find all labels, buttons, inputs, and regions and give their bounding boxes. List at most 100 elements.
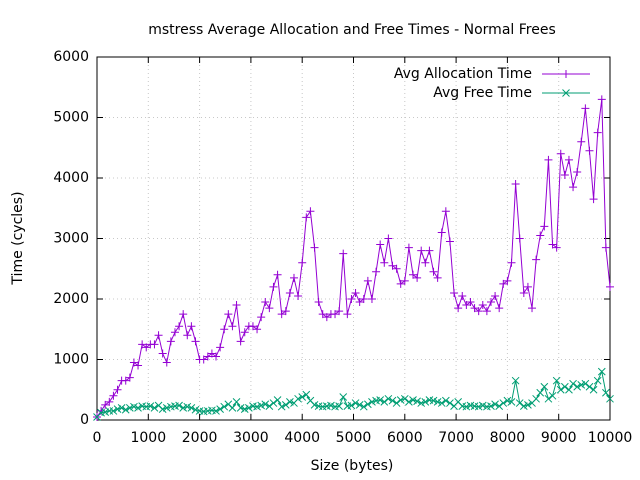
data-point — [138, 340, 147, 349]
data-point — [117, 404, 126, 412]
data-point — [335, 307, 344, 316]
data-point — [556, 385, 565, 394]
data-point — [183, 331, 192, 340]
data-point — [597, 95, 606, 104]
data-point — [158, 349, 167, 358]
data-point — [544, 394, 553, 403]
data-point — [425, 246, 434, 255]
data-point — [134, 361, 143, 370]
data-point — [519, 288, 528, 297]
data-point — [503, 276, 512, 285]
data-point — [544, 155, 553, 164]
data-point — [388, 396, 397, 405]
data-point — [248, 322, 257, 331]
data-point — [380, 258, 389, 267]
data-point — [359, 402, 368, 411]
data-point — [322, 313, 331, 322]
data-point — [113, 385, 122, 394]
data-point — [491, 291, 500, 300]
data-point — [314, 298, 323, 307]
x-tick-label: 0 — [93, 430, 102, 446]
data-point — [515, 399, 524, 407]
data-point — [581, 379, 590, 388]
data-point — [335, 402, 343, 410]
data-point — [400, 394, 409, 403]
data-point — [347, 401, 356, 410]
data-point — [556, 149, 565, 158]
data-point — [339, 249, 348, 258]
x-tick-label: 1000 — [130, 430, 166, 446]
y-tick-label: 6000 — [53, 49, 89, 65]
legend-label: Avg Allocation Time — [394, 66, 532, 82]
data-point — [216, 343, 225, 352]
data-point — [540, 222, 549, 231]
data-point — [232, 397, 241, 406]
data-point — [585, 146, 594, 155]
data-point — [564, 155, 573, 164]
data-point — [134, 404, 142, 412]
data-point — [392, 264, 401, 273]
y-axis-label: Time (cycles) — [10, 191, 26, 285]
x-tick-label: 10000 — [588, 430, 633, 446]
data-point — [532, 255, 541, 264]
data-point — [601, 243, 610, 252]
data-point — [450, 288, 459, 297]
data-point — [400, 276, 409, 285]
data-point — [220, 325, 229, 334]
data-point — [384, 234, 393, 243]
data-point — [298, 393, 307, 401]
data-point — [257, 313, 266, 322]
data-point — [364, 400, 372, 409]
data-point — [528, 304, 537, 313]
data-point — [150, 340, 159, 349]
data-point — [470, 304, 479, 313]
data-point — [487, 402, 495, 410]
data-point — [129, 358, 138, 367]
data-point — [351, 288, 360, 297]
data-point — [548, 240, 557, 249]
data-point — [363, 276, 372, 285]
data-point — [367, 295, 376, 303]
x-tick-label: 6000 — [387, 430, 423, 446]
data-point — [273, 270, 282, 279]
data-point — [536, 231, 545, 240]
data-point — [125, 373, 134, 382]
data-point — [298, 258, 307, 267]
data-point — [261, 298, 270, 307]
data-point — [175, 401, 183, 410]
data-point — [359, 295, 368, 303]
data-point — [392, 399, 401, 407]
data-point — [560, 170, 569, 179]
data-point — [466, 298, 475, 307]
data-point — [540, 382, 549, 391]
data-point — [376, 240, 385, 249]
data-point — [244, 404, 253, 412]
data-point — [405, 397, 413, 406]
data-point — [228, 322, 237, 331]
data-point — [294, 394, 302, 403]
data-point — [306, 207, 315, 216]
data-point — [224, 310, 233, 319]
data-point — [355, 298, 364, 307]
data-point — [162, 358, 171, 367]
data-point — [597, 367, 606, 376]
data-point — [577, 137, 586, 146]
y-tick-label: 4000 — [53, 170, 89, 186]
data-point — [593, 376, 602, 385]
chart-title: mstress Average Allocation and Free Time… — [148, 22, 556, 38]
data-point — [593, 128, 602, 137]
data-point — [339, 393, 348, 401]
data-point — [413, 273, 422, 282]
series-line — [96, 99, 611, 418]
data-point — [121, 376, 130, 385]
data-point — [220, 402, 229, 411]
data-point — [462, 301, 471, 310]
x-tick-label: 4000 — [284, 430, 320, 446]
data-point — [285, 288, 294, 297]
data-point — [294, 291, 303, 300]
data-point — [372, 267, 381, 276]
data-point — [212, 407, 220, 415]
data-point — [552, 243, 561, 252]
data-point — [146, 402, 155, 410]
data-point — [482, 307, 491, 316]
